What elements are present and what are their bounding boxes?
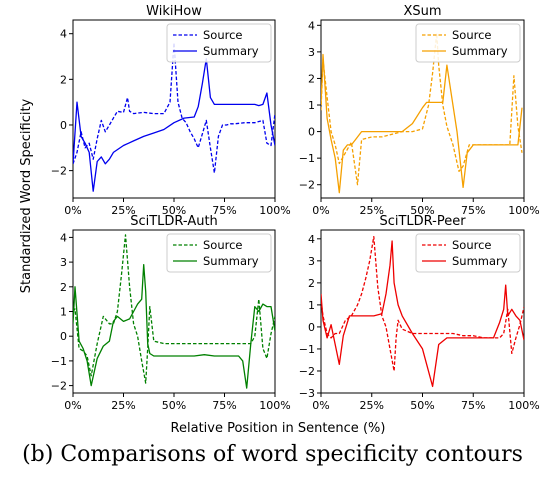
series-line-summary — [321, 53, 523, 194]
legend-box — [166, 233, 272, 273]
y-tick-label: −2 — [51, 380, 67, 393]
x-tick-label: 25% — [360, 204, 384, 217]
y-tick-label: −1 — [299, 343, 315, 356]
y-tick-label: 1 — [308, 299, 315, 312]
y-tick-label: 0 — [60, 119, 67, 132]
chart-title: WikiHow — [146, 4, 202, 19]
y-tick-label: 0 — [308, 321, 315, 334]
legend: Source Summary — [415, 233, 521, 273]
x-tick-label: 50% — [162, 204, 186, 217]
y-tick-label: 4 — [308, 19, 315, 32]
x-tick-label: 75% — [461, 204, 485, 217]
y-tick-label: 2 — [60, 73, 67, 86]
y-tick-label: 2 — [60, 281, 67, 294]
series-line-source — [73, 42, 275, 174]
series-line-summary — [73, 263, 275, 389]
x-tick-label: 0% — [312, 204, 329, 217]
panel-wikihow: WikiHow 0% 25% 50% 75% 100% −2 0 2 4 Source Summary — [51, 4, 291, 217]
legend: Source Summary — [166, 23, 272, 63]
x-tick-label: 75% — [212, 204, 236, 217]
y-tick-label: 3 — [60, 256, 67, 269]
y-tick-label: −2 — [299, 179, 315, 192]
x-tick-label: 50% — [410, 204, 434, 217]
legend-label: Source — [203, 238, 243, 252]
chart-title: SciTLDR-Auth — [130, 214, 218, 229]
y-tick-label: 3 — [308, 46, 315, 59]
x-tick-label: 25% — [360, 399, 384, 412]
y-tick-label: 4 — [60, 231, 67, 244]
series-line-summary — [321, 240, 524, 388]
y-tick-label: 4 — [60, 28, 67, 41]
x-tick-label: 75% — [212, 399, 236, 412]
legend: Source Summary — [415, 23, 521, 63]
x-tick-label: 50% — [410, 399, 434, 412]
y-tick-label: 0 — [308, 126, 315, 139]
panel-xsum: XSum 0% 25% 50% 75% 100% −2 −1 0 1 2 3 4 Source Summar… — [299, 4, 540, 217]
panel-scitldr-peer: SciTLDR-Peer 0% 25% 50% 75% 100% −3 −2 −1 0 1 2 3 4 So… — [299, 214, 540, 412]
panel-scitldr-auth: SciTLDR-Auth 0% 25% 50% 75% 100% −2 −1 0 1 2 3 4 Sour… — [51, 214, 291, 412]
y-tick-label: 4 — [308, 233, 315, 246]
legend-box — [166, 23, 272, 63]
chart-title: SciTLDR-Peer — [379, 214, 466, 229]
series-line-summary — [73, 58, 275, 192]
x-tick-label: 100% — [259, 204, 290, 217]
y-axis-label: Standardized Word Specificity — [19, 98, 34, 293]
y-tick-label: −1 — [51, 355, 67, 368]
y-tick-label: 3 — [308, 255, 315, 268]
legend: Source Summary — [166, 233, 272, 273]
y-tick-label: −1 — [299, 152, 315, 165]
series-line-source — [321, 32, 523, 186]
x-tick-label: 100% — [508, 204, 539, 217]
legend-box — [415, 23, 521, 63]
x-axis-label: Relative Position in Sentence (%) — [171, 421, 386, 436]
y-tick-label: −2 — [51, 165, 67, 178]
figure-caption: (b) Comparisons of word specificity cont… — [22, 442, 523, 467]
x-tick-label: 25% — [111, 399, 135, 412]
x-tick-label: 0% — [64, 204, 81, 217]
legend-box — [415, 233, 521, 273]
x-tick-label: 100% — [259, 399, 290, 412]
legend-label: Summary — [452, 254, 508, 268]
y-tick-label: 1 — [60, 306, 67, 319]
x-tick-label: 0% — [64, 399, 81, 412]
legend-label: Source — [203, 28, 243, 42]
x-tick-label: 0% — [312, 399, 329, 412]
x-tick-label: 100% — [508, 399, 539, 412]
y-tick-label: 2 — [308, 277, 315, 290]
y-tick-label: 2 — [308, 72, 315, 85]
y-tick-label: −3 — [299, 387, 315, 400]
y-tick-label: −2 — [299, 365, 315, 378]
legend-label: Source — [452, 28, 492, 42]
y-tick-label: 1 — [308, 99, 315, 112]
y-tick-label: 0 — [60, 330, 67, 343]
x-tick-label: 25% — [111, 204, 135, 217]
x-tick-label: 50% — [162, 399, 186, 412]
legend-label: Summary — [452, 44, 508, 58]
legend-label: Source — [452, 238, 492, 252]
chart-title: XSum — [403, 4, 441, 19]
legend-label: Summary — [203, 44, 259, 58]
legend-label: Summary — [203, 254, 259, 268]
x-tick-label: 75% — [461, 399, 485, 412]
